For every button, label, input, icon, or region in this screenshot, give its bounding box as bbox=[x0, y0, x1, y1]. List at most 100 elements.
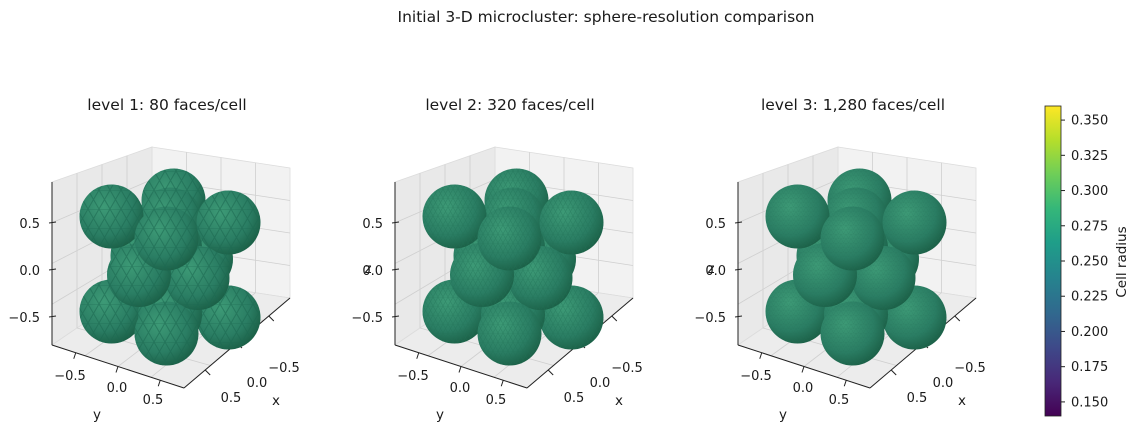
colorbar-tick-label: 0.275 bbox=[1071, 219, 1108, 234]
colorbar-tick-label: 0.350 bbox=[1071, 114, 1108, 129]
y-tick-label: 0.5 bbox=[143, 393, 164, 408]
cell-sphere bbox=[422, 184, 487, 249]
cell-sphere bbox=[539, 190, 604, 255]
panel-title: level 1: 80 faces/cell bbox=[87, 96, 246, 114]
cell-sphere-facets bbox=[882, 190, 947, 255]
z-tick-mark bbox=[48, 315, 57, 318]
colorbar-label: Cell radius bbox=[1114, 226, 1130, 297]
cell-sphere-facets bbox=[765, 184, 830, 249]
x-tick-mark bbox=[547, 369, 554, 376]
x-tick-label: 0.5 bbox=[564, 391, 585, 406]
panel-title: level 3: 1,280 faces/cell bbox=[761, 96, 945, 114]
cell-sphere bbox=[765, 184, 830, 249]
figure-suptitle: Initial 3-D microcluster: sphere-resolut… bbox=[398, 8, 815, 26]
cell-sphere bbox=[820, 301, 885, 366]
z-tick-label: 0.5 bbox=[19, 217, 40, 232]
cell-sphere-facets bbox=[477, 301, 542, 366]
x-tick-label: −0.5 bbox=[954, 361, 986, 376]
x-axis-label: x bbox=[272, 393, 280, 409]
y-tick-label: −0.5 bbox=[740, 369, 772, 384]
z-tick-label: 0.0 bbox=[362, 264, 383, 279]
colorbar-tick-label: 0.225 bbox=[1071, 290, 1108, 305]
cell-sphere bbox=[820, 206, 885, 271]
y-tick-mark bbox=[801, 366, 805, 373]
z-tick-label: −0.5 bbox=[694, 311, 726, 326]
y-tick-mark bbox=[759, 352, 763, 359]
z-tick-label: 0.5 bbox=[362, 217, 383, 232]
x-tick-mark bbox=[954, 315, 961, 322]
z-tick-mark bbox=[48, 268, 57, 271]
cell-sphere bbox=[882, 190, 947, 255]
colorbar-ticks: 0.350 0.325 0.300 0.275 0.250 0.225 0.200 0.175… bbox=[1061, 114, 1108, 410]
y-tick-mark bbox=[157, 380, 161, 387]
colorbar-tick-label: 0.175 bbox=[1071, 360, 1108, 375]
y-tick-label: 0.0 bbox=[450, 381, 471, 396]
cell-sphere-facets bbox=[477, 206, 542, 271]
cell-sphere bbox=[134, 301, 199, 366]
cell-sphere bbox=[477, 301, 542, 366]
cell-sphere bbox=[79, 184, 144, 249]
z-tick-mark bbox=[734, 315, 743, 318]
z-axis-label: z bbox=[707, 261, 714, 277]
z-tick-mark bbox=[734, 268, 743, 271]
y-tick-label: 0.0 bbox=[107, 381, 128, 396]
x-axis-label: x bbox=[615, 393, 623, 409]
cell-sphere bbox=[196, 190, 261, 255]
z-tick-label: −0.5 bbox=[351, 311, 383, 326]
z-axis-label: z bbox=[364, 261, 371, 277]
x-axis-label: x bbox=[958, 393, 966, 409]
x-tick-label: 0.5 bbox=[221, 391, 242, 406]
y-tick-mark bbox=[416, 352, 420, 359]
z-tick-label: 0.0 bbox=[19, 264, 40, 279]
cell-sphere-facets bbox=[820, 206, 885, 271]
colorbar-tick-label: 0.250 bbox=[1071, 255, 1108, 270]
cell-sphere-facets bbox=[134, 301, 199, 366]
y-tick-label: 0.0 bbox=[793, 381, 814, 396]
y-axis-label: y bbox=[93, 407, 101, 423]
colorbar-tick-label: 0.300 bbox=[1071, 184, 1108, 199]
x-tick-mark bbox=[611, 315, 618, 322]
z-tick-mark bbox=[48, 221, 57, 224]
cell-sphere bbox=[477, 206, 542, 271]
z-tick-mark bbox=[391, 221, 400, 224]
x-tick-mark bbox=[204, 369, 211, 376]
z-tick-mark bbox=[391, 315, 400, 318]
z-tick-label: 0.0 bbox=[705, 264, 726, 279]
z-tick-label: −0.5 bbox=[8, 311, 40, 326]
cell-sphere-facets bbox=[196, 190, 261, 255]
y-tick-mark bbox=[500, 380, 504, 387]
x-tick-mark bbox=[890, 369, 897, 376]
x-tick-label: 0.0 bbox=[590, 376, 611, 391]
y-axis-label: y bbox=[779, 407, 787, 423]
panel-title: level 2: 320 faces/cell bbox=[425, 96, 594, 114]
y-tick-mark bbox=[458, 366, 462, 373]
y-tick-mark bbox=[843, 380, 847, 387]
x-tick-label: −0.5 bbox=[611, 361, 643, 376]
x-tick-label: −0.5 bbox=[268, 361, 300, 376]
z-tick-mark bbox=[391, 268, 400, 271]
y-tick-label: 0.5 bbox=[486, 393, 507, 408]
colorbar-tick-label: 0.325 bbox=[1071, 149, 1108, 164]
x-tick-label: 0.0 bbox=[933, 376, 954, 391]
cell-sphere bbox=[134, 206, 199, 271]
y-axis-label: y bbox=[436, 407, 444, 423]
x-tick-label: 0.5 bbox=[907, 391, 928, 406]
y-tick-label: −0.5 bbox=[54, 369, 86, 384]
colorbar-gradient-bar bbox=[1044, 105, 1062, 417]
y-tick-label: 0.5 bbox=[829, 393, 850, 408]
colorbar: 0.350 0.325 0.300 0.275 0.250 0.225 0.200 0.175… bbox=[1044, 105, 1130, 417]
y-tick-mark bbox=[115, 366, 119, 373]
colorbar-tick-label: 0.150 bbox=[1071, 395, 1108, 410]
z-tick-label: 0.5 bbox=[705, 217, 726, 232]
x-tick-mark bbox=[268, 315, 275, 322]
colorbar-tick-label: 0.200 bbox=[1071, 325, 1108, 340]
x-tick-label: 0.0 bbox=[247, 376, 268, 391]
y-tick-label: −0.5 bbox=[397, 369, 429, 384]
cell-sphere-facets bbox=[539, 190, 604, 255]
cell-sphere-facets bbox=[79, 184, 144, 249]
